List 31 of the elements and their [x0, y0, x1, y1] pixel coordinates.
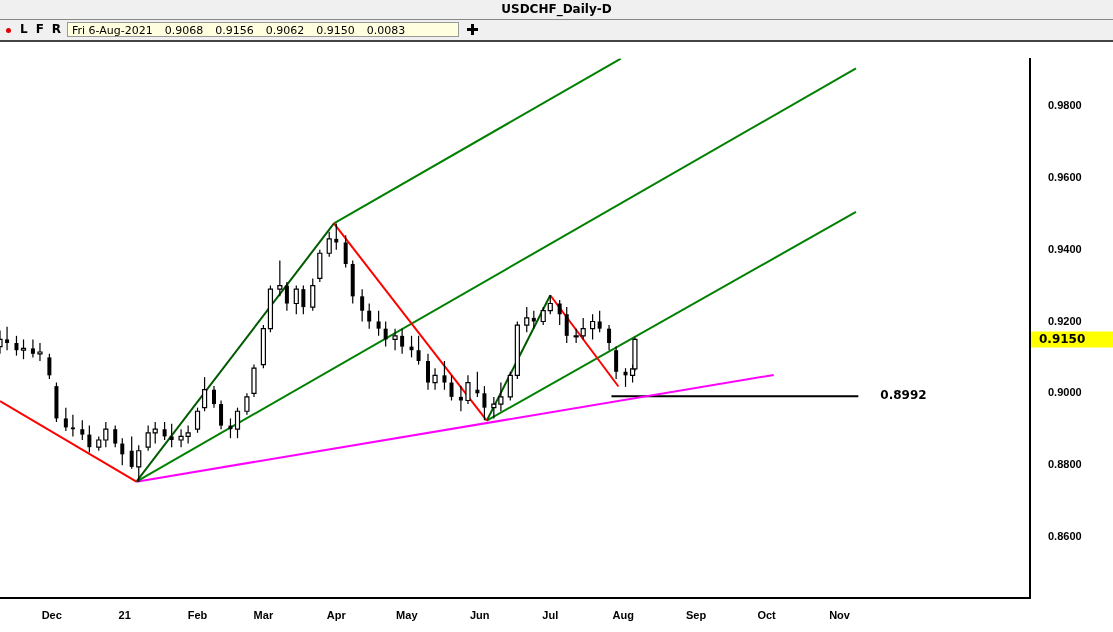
text: L	[20, 22, 28, 36]
annotation: 0.8992	[880, 388, 927, 403]
y-tick-label: 0.9800	[1048, 99, 1082, 112]
y-tick-label: 0.9000	[1048, 386, 1082, 399]
x-tick-label: 21	[118, 608, 131, 621]
x-tick-label: Sep	[685, 608, 707, 621]
x-tick-label: May	[396, 608, 419, 621]
x-tick-label: Feb	[187, 608, 208, 621]
x-tick-label: Aug	[612, 608, 634, 621]
text: F	[35, 22, 44, 36]
y-tick-label: 0.9400	[1048, 242, 1082, 255]
x-tick-label: Oct	[757, 608, 777, 621]
x-tick-label: Dec	[41, 608, 62, 621]
text: R	[51, 22, 62, 36]
text: 0.9068	[164, 23, 204, 37]
y-tick-label: 0.9600	[1048, 170, 1082, 183]
x-tick-label: Nov	[829, 608, 851, 621]
text: 0.9150	[1039, 331, 1086, 346]
text: 0.9062	[265, 23, 305, 37]
y-tick-label: 0.9200	[1048, 314, 1082, 327]
x-tick-label: Apr	[326, 608, 347, 621]
y-tick-label: 0.8800	[1048, 458, 1082, 471]
text: 0.9150	[316, 23, 355, 37]
text: 0.9156	[215, 23, 254, 37]
x-tick-label: Jul	[542, 608, 559, 621]
x-tick-label: Jun	[469, 608, 490, 621]
text: 0.0083	[366, 23, 406, 37]
x-tick-label: Mar	[253, 608, 274, 621]
y-tick-label: 0.8600	[1048, 529, 1082, 542]
text: Fri 6-Aug-2021	[72, 23, 153, 37]
chart-title: USDCHF_Daily-D	[0, 0, 1113, 20]
